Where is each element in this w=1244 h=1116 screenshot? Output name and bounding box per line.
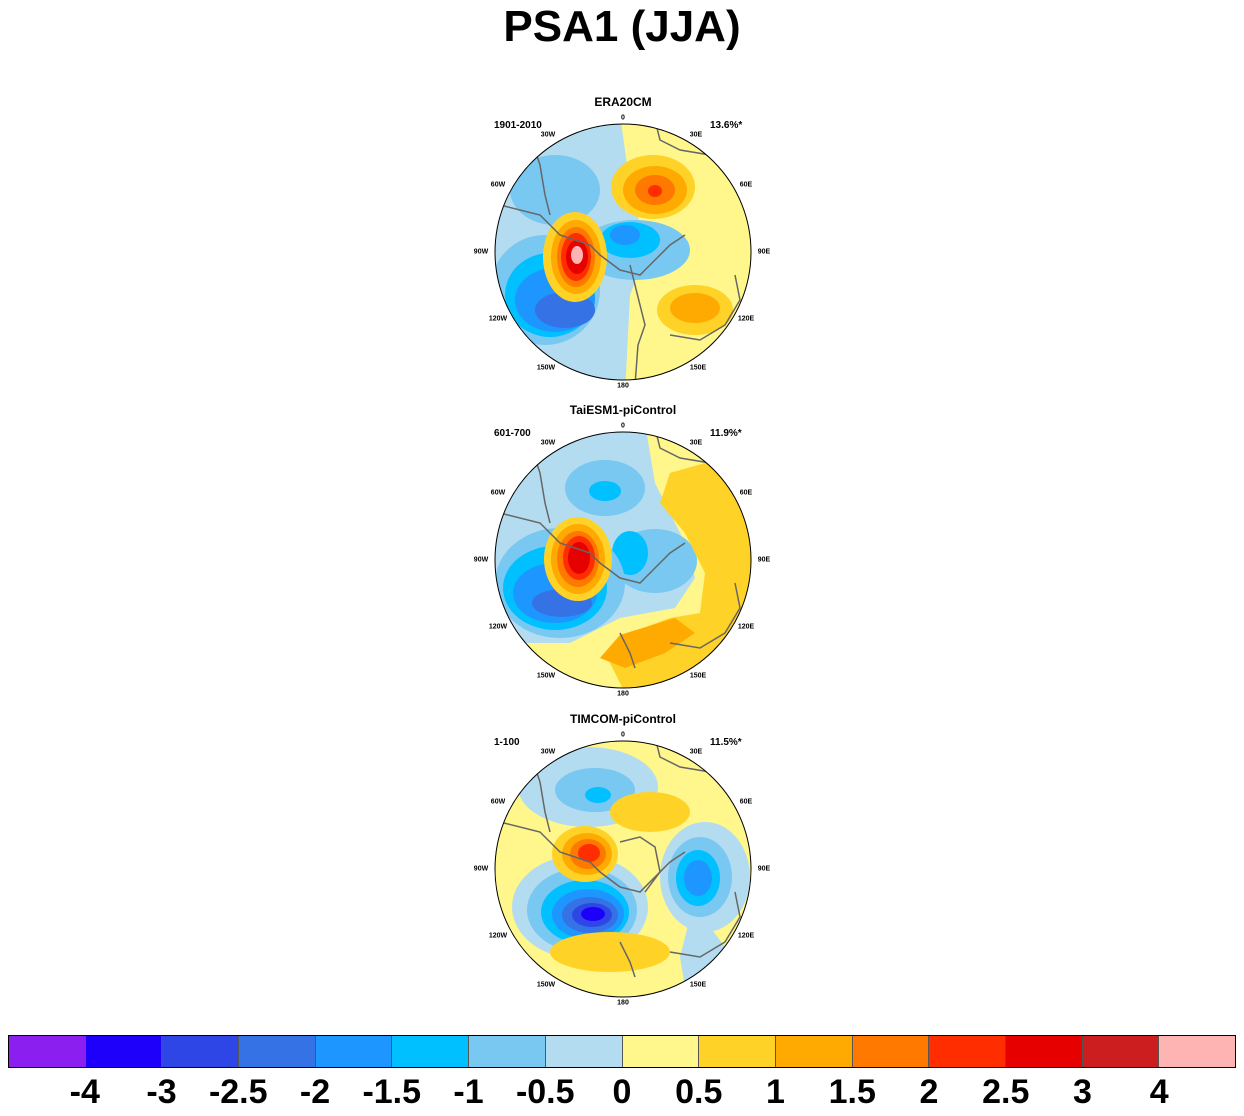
colorbar-box [1005,1036,1083,1067]
colorbar-box [315,1036,393,1067]
panel-period: 601-700 [494,428,531,439]
polar-map [494,123,752,381]
colorbar-label: 1 [766,1073,785,1111]
lon-label: 60E [739,489,753,497]
lon-label: 30W [540,439,556,447]
lon-label: 0 [621,422,625,430]
panel-title: ERA20CM [594,95,652,109]
colorbar-label: 4 [1149,1073,1169,1111]
lon-label: 120W [488,932,508,940]
colorbar-box [852,1036,930,1067]
lon-label: 90E [757,248,771,256]
panel-period: 1901-2010 [494,120,542,131]
lon-label: 90E [757,865,771,873]
lon-label: 30W [540,748,556,756]
panel-variance: 13.6%* [710,120,743,131]
lon-label: 0 [621,114,625,122]
lon-label: 150E [689,672,707,680]
map-panel-era20cm: ERA20CM 1901-2010 13.6%* [470,95,776,395]
lon-label: 90W [473,865,489,873]
colorbar [8,1035,1236,1068]
colorbar-label: -3 [146,1073,177,1111]
colorbar-label: 0.5 [675,1073,723,1111]
lon-label: 150E [689,364,707,372]
colorbar-label: 1.5 [828,1073,876,1111]
colorbar-label: 3 [1073,1073,1092,1111]
colorbar-box [9,1036,86,1067]
colorbar-label: -1.5 [362,1073,422,1111]
lon-label: 90W [473,248,489,256]
lon-label: 30E [689,748,703,756]
lon-label: 30W [540,131,556,139]
colorbar-box [775,1036,853,1067]
panel-variance: 11.9%* [710,428,742,439]
colorbar-box [1082,1036,1160,1067]
lon-label: 60W [490,181,506,189]
lon-label: 180 [617,382,629,390]
lon-label: 60W [490,489,506,497]
colorbar-box [162,1036,240,1067]
lon-label: 150W [536,672,556,680]
lon-label: 120E [737,623,755,631]
colorbar-box [469,1036,546,1067]
lon-label: 150W [536,364,556,372]
figure-title: PSA1 (JJA) [503,2,741,51]
colorbar-label: -1 [453,1073,484,1111]
panel-variance: 11.5%* [710,737,742,748]
lon-label: 120E [737,932,755,940]
colorbar-label: -0.5 [515,1073,575,1111]
colorbar-box [929,1036,1006,1067]
lon-label: 180 [617,999,629,1007]
panel-title: TaiESM1-piControl [569,403,677,417]
lon-label: 60W [490,798,506,806]
lon-label: 180 [617,690,629,698]
colorbar-box [699,1036,776,1067]
lon-label: 90E [757,556,771,564]
lon-label: 60E [739,181,753,189]
lon-label: 30E [689,439,703,447]
colorbar-box [239,1036,316,1067]
colorbar-label: 0 [612,1073,632,1111]
lon-label: 150W [536,981,556,989]
lon-label: 60E [739,798,753,806]
colorbar-label: -4 [69,1073,100,1111]
polar-map [494,431,752,689]
colorbar-label: 2 [919,1073,939,1111]
panel-period: 1-100 [494,737,520,748]
lon-label: 0 [621,731,625,739]
map-panel-timcom: TIMCOM-piControl 1-100 11.5%* [470,712,776,1012]
lon-label: 120E [737,315,755,323]
colorbar-label: -2.5 [208,1073,268,1111]
lon-label: 30E [689,131,703,139]
colorbar-label: -2 [299,1073,331,1111]
colorbar-box [392,1036,470,1067]
colorbar-box [1159,1036,1235,1067]
map-panel-taiesm1: TaiESM1-piControl 601-700 11.9%* [470,403,776,703]
polar-map [494,740,752,998]
lon-label: 120W [488,623,508,631]
lon-label: 90W [473,556,489,564]
colorbar-label: 2.5 [982,1073,1030,1111]
lon-label: 150E [689,981,707,989]
panel-title: TIMCOM-piControl [570,712,676,726]
colorbar-box [545,1036,623,1067]
colorbar-box [85,1036,163,1067]
colorbar-box [622,1036,700,1067]
lon-label: 120W [488,315,508,323]
